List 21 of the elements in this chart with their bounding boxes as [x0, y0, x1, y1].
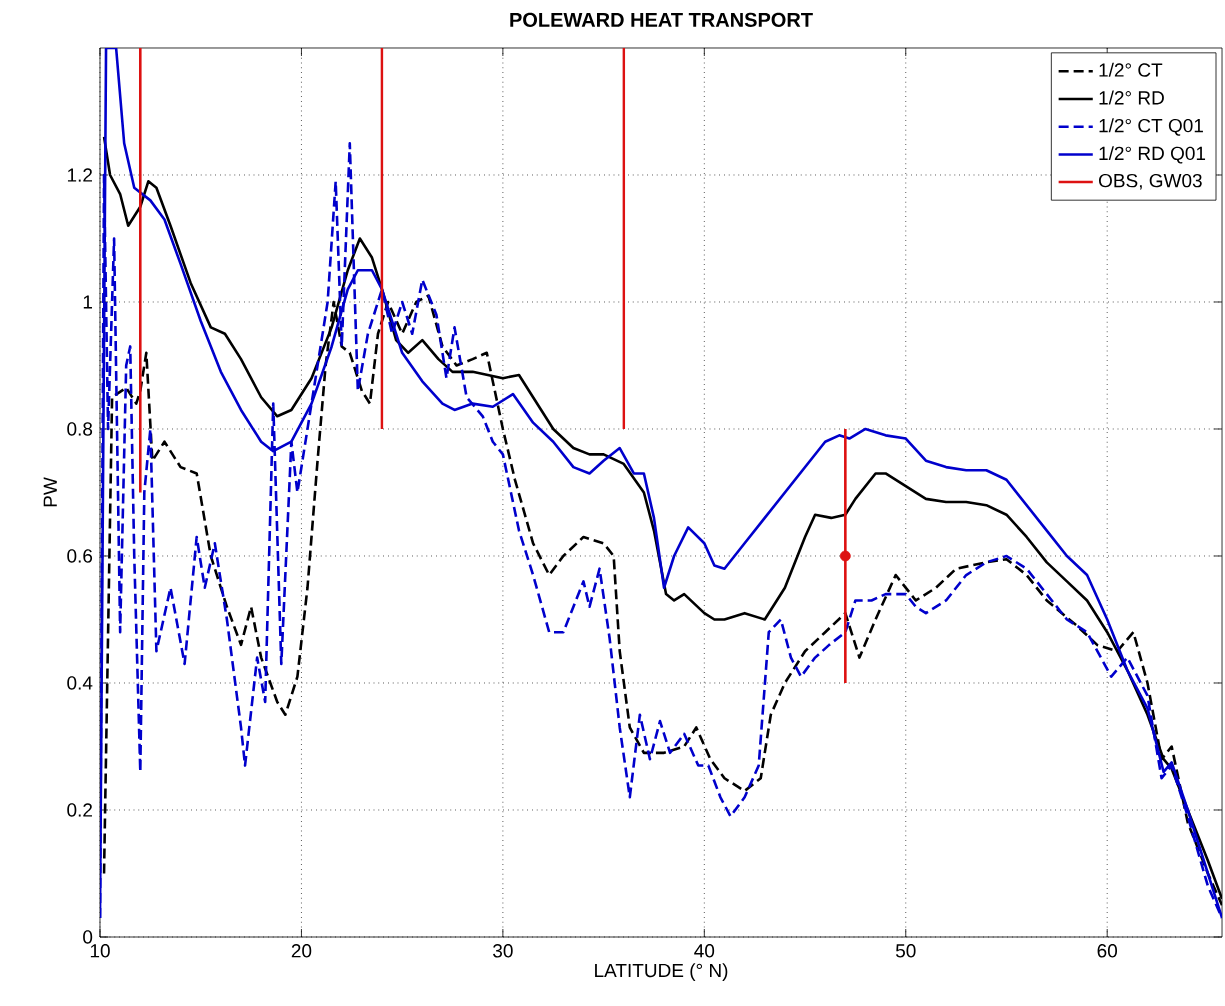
legend-label: 1/2° RD Q01 — [1099, 146, 1206, 164]
x-tick-label: 20 — [291, 944, 312, 958]
y-tick-label: 1.2 — [67, 168, 92, 182]
y-tick-label: 0.4 — [67, 676, 93, 690]
y-tick-label: 0.8 — [67, 422, 93, 436]
y-tick-label: 1 — [83, 295, 92, 309]
x-tick-label: 10 — [90, 944, 110, 958]
y-axis-title: PW — [43, 477, 57, 507]
chart-title: POLEWARD HEAT TRANSPORT — [510, 12, 813, 27]
y-tick-label: 0 — [83, 930, 93, 944]
x-axis-title: LATITUDE (° N) — [595, 963, 728, 981]
legend-label: 1/2° RD — [1099, 90, 1164, 105]
x-tick-label: 50 — [895, 944, 916, 958]
legend-label: 1/2° CT — [1099, 62, 1163, 77]
x-tick-label: 40 — [694, 944, 715, 958]
y-tick-label: 0.6 — [67, 549, 93, 563]
x-tick-label: 30 — [493, 944, 513, 958]
legend-label: OBS, GW03 — [1098, 173, 1202, 190]
legend-label: 1/2° CT Q01 — [1099, 118, 1203, 136]
x-tick-label: 60 — [1097, 944, 1118, 958]
y-tick-label: 0.2 — [67, 803, 92, 817]
